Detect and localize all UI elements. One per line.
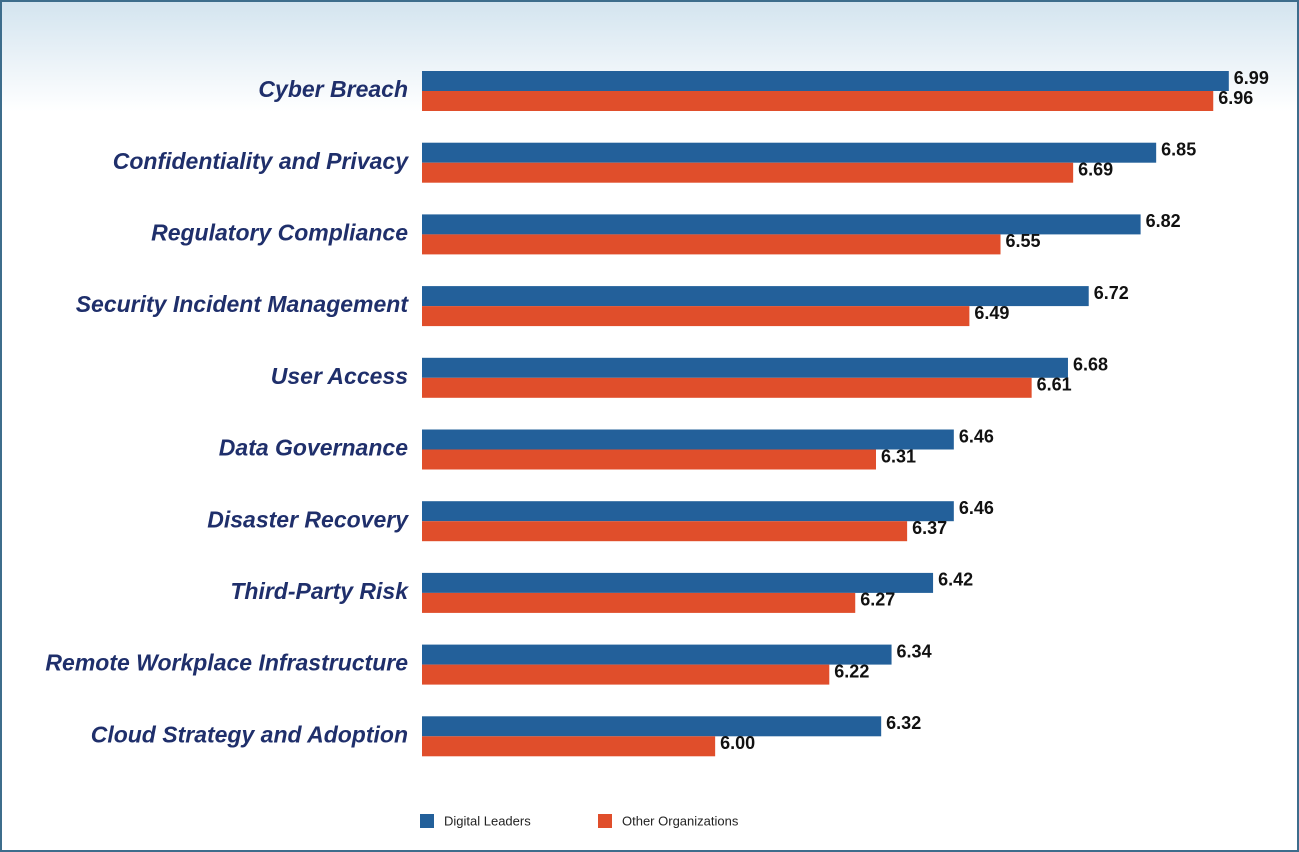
value-label: 6.37	[912, 518, 947, 538]
value-label: 6.46	[959, 426, 994, 446]
legend-label: Digital Leaders	[444, 813, 531, 828]
category-label: Disaster Recovery	[207, 506, 409, 532]
bar	[422, 644, 892, 665]
bar	[422, 664, 830, 685]
value-label: 6.85	[1161, 139, 1196, 159]
value-label: 6.31	[881, 446, 916, 466]
bar	[422, 142, 1157, 163]
bar	[422, 736, 716, 757]
value-label: 6.49	[974, 303, 1009, 323]
value-label: 6.46	[959, 498, 994, 518]
value-label: 6.22	[834, 661, 869, 681]
bar	[422, 429, 954, 450]
bar	[422, 716, 882, 737]
value-label: 6.55	[1006, 231, 1041, 251]
legend-label: Other Organizations	[622, 813, 739, 828]
category-label: Security Incident Management	[76, 291, 410, 317]
bar	[422, 286, 1089, 307]
category-label: Cloud Strategy and Adoption	[91, 721, 408, 747]
category-label: Regulatory Compliance	[151, 219, 408, 245]
legend-swatch	[420, 814, 434, 828]
category-label: User Access	[271, 363, 408, 389]
bar	[422, 71, 1229, 91]
bar	[422, 234, 1001, 255]
bar	[422, 501, 954, 522]
category-label: Cyber Breach	[258, 76, 408, 102]
value-label: 6.61	[1037, 375, 1072, 395]
value-label: 6.96	[1218, 88, 1253, 108]
bar	[422, 214, 1141, 235]
legend-swatch	[598, 814, 612, 828]
value-label: 6.27	[860, 590, 895, 610]
value-label: 6.42	[938, 570, 973, 590]
bar	[422, 521, 908, 542]
value-label: 6.99	[1234, 68, 1269, 88]
category-label: Data Governance	[219, 435, 408, 461]
bar	[422, 91, 1214, 111]
bar	[422, 377, 1032, 398]
bar	[422, 592, 856, 613]
bar	[422, 357, 1068, 378]
value-label: 6.00	[720, 733, 755, 753]
value-label: 6.34	[897, 641, 932, 661]
bar	[422, 306, 970, 327]
bar	[422, 572, 934, 593]
value-label: 6.68	[1073, 355, 1108, 375]
category-label: Remote Workplace Infrastructure	[45, 650, 408, 676]
category-label: Third-Party Risk	[230, 578, 409, 604]
value-label: 6.32	[886, 713, 921, 733]
value-label: 6.82	[1146, 211, 1181, 231]
category-label: Confidentiality and Privacy	[113, 148, 409, 174]
bar	[422, 449, 876, 470]
value-label: 6.72	[1094, 283, 1129, 303]
value-label: 6.69	[1078, 159, 1113, 179]
bar	[422, 162, 1074, 183]
